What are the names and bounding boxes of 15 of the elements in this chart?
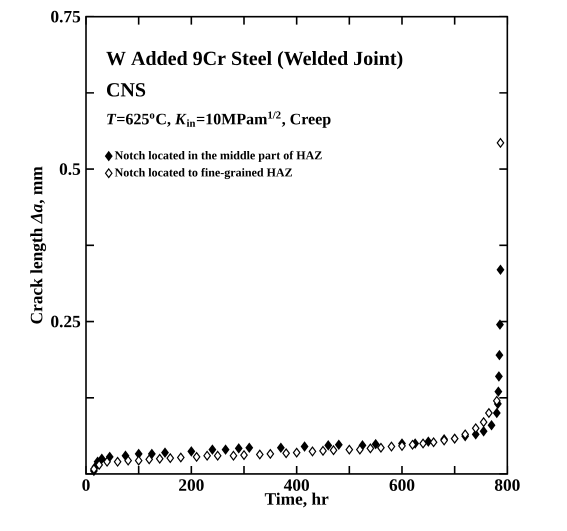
x-tick-label: 200: [179, 479, 204, 491]
legend-label: Notch located in the middle part of HAZ: [114, 150, 322, 162]
y-tick-label: 0.5: [60, 163, 80, 175]
text: CNS: [106, 83, 146, 97]
x-tick-label: 800: [494, 479, 520, 491]
text: T=625$^{o}$C, K$_{in}$=10MPam$^{1/2}$, Creep: [107, 111, 331, 128]
y-axis-title: Crack length Δa, mm: [30, 166, 46, 324]
text: W Added 9Cr Steel (Welded Joint): [106, 51, 402, 70]
legend-label: Notch located to fine-grained HAZ: [114, 168, 292, 180]
x-tick-label: 600: [390, 479, 414, 491]
x-tick-label: 400: [284, 479, 310, 491]
x-axis-title: Time, hr: [264, 492, 328, 508]
y-tick-label: 0.75: [51, 10, 80, 23]
x-tick-label: 0: [82, 479, 90, 491]
y-tick-label: 0.25: [51, 316, 80, 328]
